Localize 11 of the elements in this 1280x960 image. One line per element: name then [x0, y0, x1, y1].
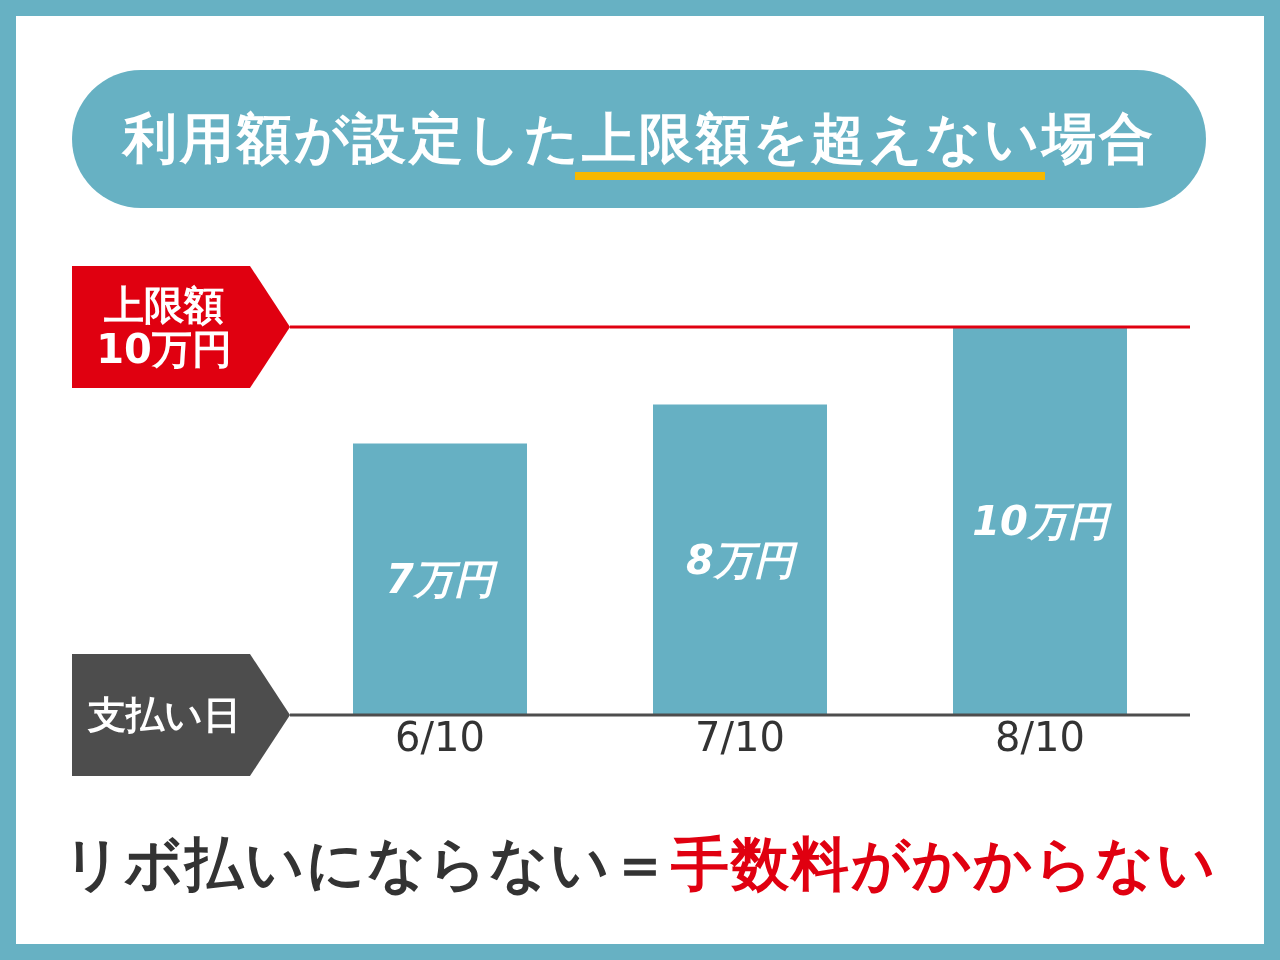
text: 手数料がかからない — [671, 830, 1217, 898]
x-tick-label: 7/10 — [695, 714, 785, 761]
text: リボ払いにならない＝ — [63, 830, 671, 898]
data-label: 7万円 — [386, 556, 498, 603]
ref-line-label: 上限額 10万円 — [96, 281, 232, 373]
data-label: 10万円 — [972, 498, 1112, 545]
x-tick-label: 8/10 — [995, 714, 1085, 761]
data-label: 8万円 — [686, 537, 798, 583]
x-axis-title: 支払い日 — [86, 693, 241, 737]
x-tick-label: 6/10 — [395, 714, 485, 761]
chart-title: 利用額が設定した上限額を超えない場合 — [122, 107, 1156, 170]
